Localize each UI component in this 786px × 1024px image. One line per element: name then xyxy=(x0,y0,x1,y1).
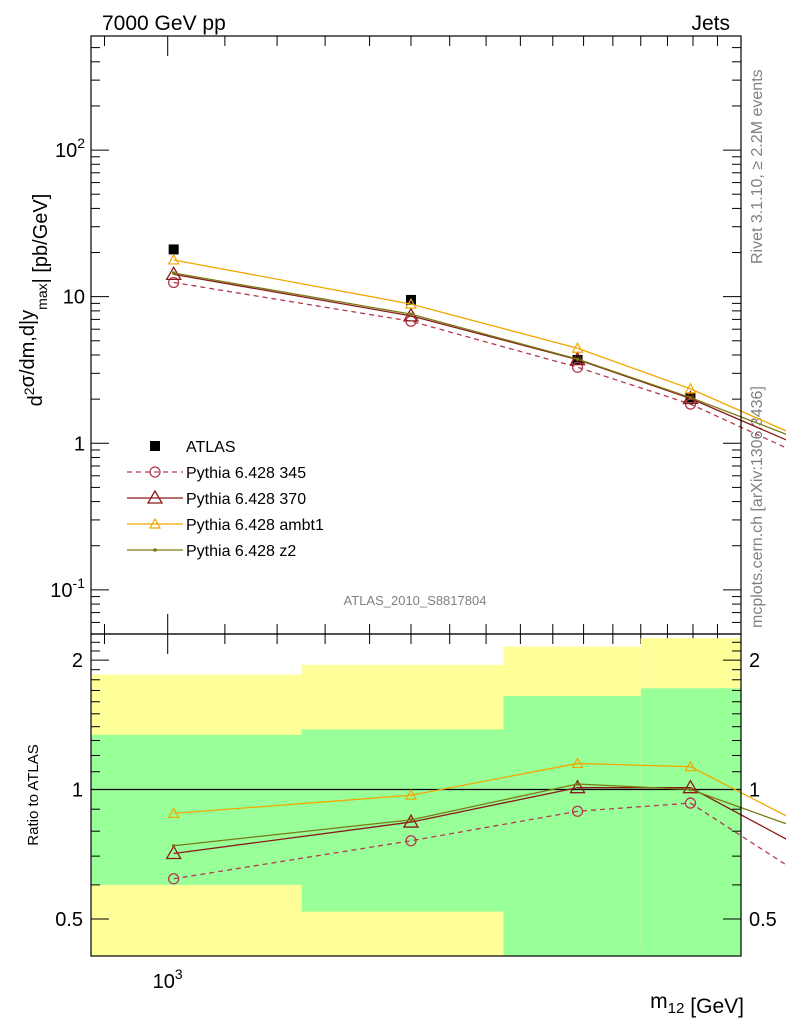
analysis-label: ATLAS_2010_S8817804 xyxy=(344,593,487,608)
series-pythia-6-428-370 xyxy=(165,266,786,449)
data-point xyxy=(688,395,693,400)
x-axis-label: m12 [GeV] xyxy=(650,990,744,1018)
ratio-frame xyxy=(90,633,742,957)
legend-marker xyxy=(150,441,160,451)
data-point xyxy=(168,873,180,885)
series-pythia-6-428-370 xyxy=(165,779,786,860)
legend-label: Pythia 6.428 z2 xyxy=(186,543,296,560)
data-point xyxy=(684,382,697,394)
series-line xyxy=(173,273,786,441)
legend-label: Pythia 6.428 345 xyxy=(186,465,306,482)
legend-label: Pythia 6.428 ambt1 xyxy=(186,517,324,534)
ratio-y-tick-label: 2 xyxy=(72,650,83,672)
data-point xyxy=(168,276,180,289)
data-point xyxy=(404,788,417,800)
series-pythia-6-428-ambt1 xyxy=(167,757,786,818)
series-pythia-6-428-345 xyxy=(168,276,786,449)
data-point xyxy=(571,757,584,769)
series-pythia-6-428-z2 xyxy=(171,271,786,435)
legend-label: Pythia 6.428 370 xyxy=(186,491,306,508)
data-point xyxy=(571,341,584,353)
main-y-tick-label: 102 xyxy=(55,135,85,162)
ratio-y-tick-label: 1 xyxy=(749,780,760,802)
header-right-label: Jets xyxy=(691,12,730,35)
series-line xyxy=(173,787,786,855)
data-point xyxy=(571,361,584,373)
main-y-tick-label: 10-1 xyxy=(50,575,85,602)
data-point xyxy=(171,271,176,275)
series-line xyxy=(173,762,786,817)
main-y-axis-label: d2σ/dm,d|ymax| [pb/GeV] xyxy=(17,194,52,407)
data-point xyxy=(569,779,586,794)
series-pythia-6-428-ambt1 xyxy=(167,253,786,432)
series-pythia-6-428-345 xyxy=(168,797,786,885)
data-point xyxy=(165,845,182,860)
data-point xyxy=(405,835,417,847)
data-point xyxy=(168,244,179,255)
legend-marker xyxy=(149,466,161,478)
uncertainty-band-inner xyxy=(503,696,641,956)
data-point xyxy=(409,818,413,822)
legend-label: ATLAS xyxy=(186,439,236,456)
series-pythia-6-428-z2 xyxy=(171,782,786,848)
data-point xyxy=(682,390,699,405)
ratio-y-tick-label: 1 xyxy=(72,780,83,802)
uncertainty-band-inner xyxy=(640,688,741,956)
legend: ATLAS Pythia 6.428 345 Pythia 6.428 370 Pyt… xyxy=(127,439,324,560)
legend-marker xyxy=(153,548,157,552)
uncertainty-band-inner xyxy=(91,734,302,885)
legend-marker xyxy=(146,489,164,504)
main-y-tick-label: 10 xyxy=(63,287,85,309)
data-point xyxy=(575,782,580,786)
ratio-y-tick-label: 2 xyxy=(749,650,760,672)
data-point xyxy=(684,797,697,809)
data-point xyxy=(404,297,417,309)
data-point xyxy=(167,253,180,265)
ratio-y-tick-label: 0.5 xyxy=(55,909,83,931)
mcplots-note: mcplots.cern.ch [arXiv:1306.3436] xyxy=(749,386,766,628)
data-point xyxy=(167,807,180,818)
data-point xyxy=(684,760,697,772)
data-point xyxy=(575,357,580,361)
series-line xyxy=(173,281,786,449)
legend-marker xyxy=(148,517,162,529)
x-tick-label: 103 xyxy=(153,966,183,993)
series-line xyxy=(173,802,786,880)
rivet-note: Rivet 3.1.10, ≥ 2.2M events xyxy=(749,69,766,264)
ratio-y-axis-label: Ratio to ATLAS xyxy=(25,744,42,845)
ratio-panel: 0.5 0.5 1 1 2 2 Ratio to ATLAS xyxy=(25,633,786,957)
series-line xyxy=(173,259,786,432)
data-point xyxy=(682,779,699,794)
main-y-tick-label: 1 xyxy=(74,433,85,455)
data-point xyxy=(688,787,693,792)
data-point xyxy=(571,805,584,817)
ratio-y-tick-label: 0.5 xyxy=(749,909,777,931)
data-point xyxy=(402,813,420,828)
data-point xyxy=(409,312,413,316)
header-left-label: 7000 GeV pp xyxy=(102,12,226,35)
data-point xyxy=(171,843,176,848)
